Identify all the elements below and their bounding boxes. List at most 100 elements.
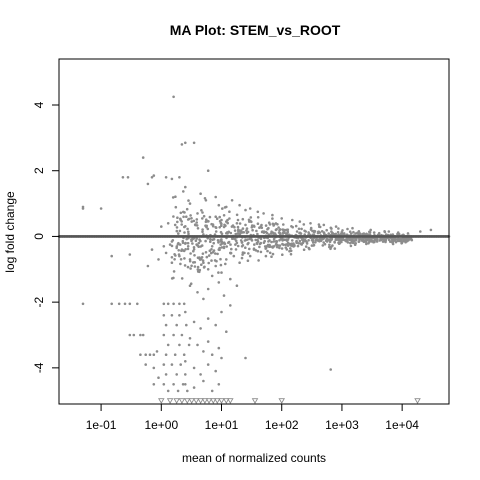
data-point [179,258,183,261]
data-point [152,174,156,177]
data-point [214,230,218,233]
data-point [322,237,326,240]
data-point [296,244,300,248]
data-point [267,226,270,230]
data-point [220,356,223,360]
data-point [333,241,337,244]
data-point [270,240,273,244]
data-point-triangle [178,398,186,404]
data-point-triangle [201,398,209,404]
data-point [372,231,376,234]
data-point [193,254,196,257]
data-point [217,383,221,386]
data-point [162,314,166,317]
data-point [182,353,186,357]
data-point [274,240,278,243]
data-point [399,239,403,243]
data-point [320,230,324,233]
data-point [173,258,176,261]
data-point [241,227,245,230]
data-point [295,239,298,243]
data-point [227,240,231,244]
data-point [202,266,206,269]
data-point [196,212,199,215]
data-point [307,239,310,242]
data-point [175,373,178,376]
data-point [336,230,340,234]
data-point [230,247,233,251]
data-point [188,337,192,340]
data-point [333,247,337,250]
data-point [157,258,160,261]
data-point-triangle [188,398,195,404]
data-point [123,302,127,306]
data-point [235,213,239,217]
data-point [244,238,248,242]
data-point [192,249,195,253]
data-point [250,238,253,241]
data-point [175,229,179,233]
data-point [172,333,175,337]
data-point [244,208,247,212]
data-point [214,369,217,373]
data-point [262,241,266,244]
data-point [234,248,238,251]
data-point [284,243,288,246]
data-point [206,220,210,223]
data-point [214,252,217,255]
data-point [184,383,187,386]
data-point [324,239,328,242]
data-point [224,224,227,227]
data-point [201,230,204,234]
data-point [178,243,182,246]
data-point [311,241,315,244]
data-point [264,254,268,258]
data-point [175,226,179,229]
data-point [249,216,253,219]
data-point [189,267,192,270]
data-point [207,254,211,257]
data-point [247,241,250,245]
data-point [172,95,175,99]
data-point [178,343,181,347]
data-point [241,253,244,256]
data-point [196,291,199,294]
data-point [397,233,401,236]
data-point [172,302,175,306]
data-point [267,240,270,243]
data-point [202,233,205,236]
data-point [175,323,178,327]
data-point [217,203,221,207]
data-point [200,209,203,212]
data-point [173,253,176,256]
data-point [186,389,189,393]
data-point [211,223,215,226]
data-point [302,248,306,251]
data-point [271,217,274,220]
data-point [183,257,186,260]
data-point [225,258,228,261]
data-point-triangle [183,398,191,404]
data-point [346,241,350,244]
data-point [146,182,150,186]
data-point [184,241,187,245]
data-point [210,353,214,357]
data-point [253,225,256,228]
data-point [238,222,242,225]
data-point [214,323,217,327]
data-point [202,379,205,383]
data-point [172,383,175,386]
data-point [292,242,295,245]
data-point [222,246,226,250]
data-point [375,240,379,243]
data-point [235,222,239,225]
data-point [195,221,198,224]
data-point [185,323,188,327]
data-point [346,227,349,231]
data-point [182,215,185,219]
data-point [157,376,160,380]
data-point [278,246,281,250]
data-point [187,199,190,202]
data-point-triangle [251,398,259,404]
data-point [305,242,309,245]
